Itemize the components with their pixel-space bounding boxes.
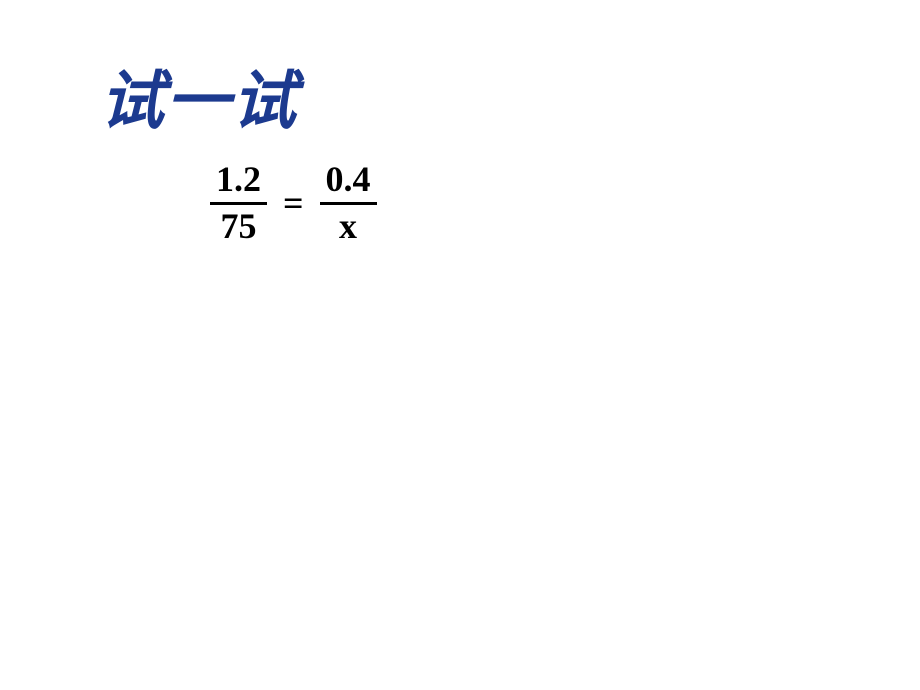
right-fraction-bar [320,202,377,205]
equals-sign: = [279,182,308,224]
proportion-equation: 1.2 75 = 0.4 x [210,160,377,246]
right-numerator: 0.4 [320,160,377,200]
try-it-title: 试一试 [100,50,298,142]
left-fraction-bar [210,202,267,205]
right-denominator: x [333,207,363,247]
left-numerator: 1.2 [210,160,267,200]
left-denominator: 75 [215,207,263,247]
right-fraction: 0.4 x [320,160,377,246]
left-fraction: 1.2 75 [210,160,267,246]
